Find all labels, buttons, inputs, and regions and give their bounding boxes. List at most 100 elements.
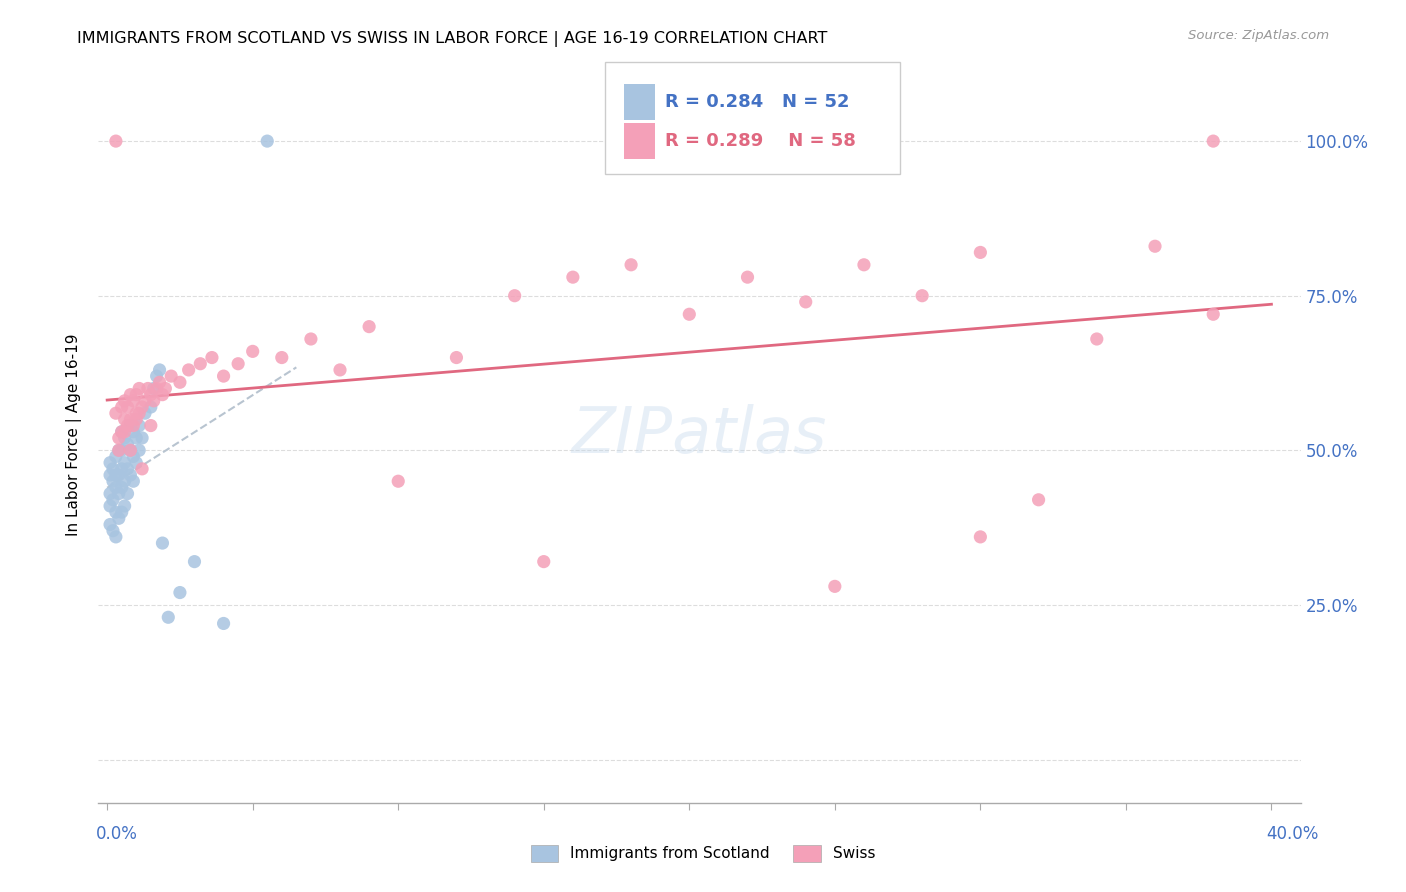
Point (1143, 239, 1166, 253)
Point (114, 474, 136, 488)
Point (969, 245, 991, 260)
Point (561, 270, 583, 285)
Point (111, 462, 134, 476)
Point (114, 499, 136, 513)
Point (969, 530, 991, 544)
Point (122, 450, 145, 464)
Point (104, 480, 127, 494)
Point (911, 289, 934, 303)
Point (114, 393, 136, 408)
Point (107, 486, 129, 500)
Point (111, 480, 134, 494)
Text: 0.0%: 0.0% (96, 825, 138, 843)
Point (107, 468, 129, 483)
Point (120, 468, 142, 483)
Point (111, 505, 134, 519)
Text: Source: ZipAtlas.com: Source: ZipAtlas.com (1188, 29, 1329, 42)
Point (169, 376, 191, 390)
Point (201, 351, 224, 365)
Point (145, 382, 167, 396)
Point (125, 406, 148, 420)
Point (114, 412, 136, 426)
Point (299, 332, 322, 346)
Point (125, 431, 148, 445)
Point (114, 456, 136, 470)
Point (503, 289, 526, 303)
Point (104, 505, 127, 519)
Point (134, 406, 156, 420)
Point (136, 382, 159, 396)
Point (114, 431, 136, 445)
Point (155, 382, 177, 396)
Point (446, 351, 468, 365)
Point (148, 376, 170, 390)
Point (111, 425, 134, 439)
Point (145, 369, 167, 384)
Point (533, 555, 555, 569)
Point (157, 610, 180, 624)
Point (107, 443, 129, 458)
Point (128, 382, 150, 396)
Y-axis label: In Labor Force | Age 16-19: In Labor Force | Age 16-19 (66, 334, 83, 536)
Point (256, 134, 278, 148)
Point (242, 344, 264, 359)
Point (794, 294, 817, 309)
Point (1028, 492, 1050, 507)
Point (169, 585, 191, 599)
Point (120, 418, 142, 433)
Point (122, 393, 145, 408)
Point (139, 400, 162, 414)
Point (122, 474, 145, 488)
Point (98, 456, 121, 470)
Point (107, 431, 129, 445)
Point (620, 258, 643, 272)
Point (212, 616, 235, 631)
Point (98, 468, 121, 483)
Point (101, 524, 124, 538)
Legend: Immigrants from Scotland, Swiss: Immigrants from Scotland, Swiss (524, 838, 882, 868)
Point (329, 363, 352, 377)
Point (101, 474, 124, 488)
Point (120, 443, 142, 458)
Point (117, 462, 139, 476)
Point (128, 406, 150, 420)
Text: R = 0.289    N = 58: R = 0.289 N = 58 (665, 132, 856, 150)
Point (183, 555, 205, 569)
Point (737, 270, 759, 285)
Point (98, 499, 121, 513)
Point (125, 387, 148, 401)
Text: IMMIGRANTS FROM SCOTLAND VS SWISS IN LABOR FORCE | AGE 16-19 CORRELATION CHART: IMMIGRANTS FROM SCOTLAND VS SWISS IN LAB… (77, 31, 828, 47)
Point (139, 418, 162, 433)
Point (107, 511, 129, 525)
Point (117, 437, 139, 451)
Point (117, 400, 139, 414)
Point (98, 486, 121, 500)
Point (98, 517, 121, 532)
Point (122, 418, 145, 433)
Point (117, 418, 139, 433)
Point (122, 425, 145, 439)
Point (120, 387, 142, 401)
Point (148, 363, 170, 377)
Point (824, 579, 846, 593)
Point (1202, 134, 1225, 148)
Point (134, 393, 156, 408)
Point (104, 406, 127, 420)
Point (212, 369, 235, 384)
Point (152, 387, 174, 401)
Point (125, 456, 148, 470)
Point (270, 351, 292, 365)
Point (1202, 307, 1225, 321)
Point (104, 468, 127, 483)
Text: 40.0%: 40.0% (1267, 825, 1319, 843)
Point (104, 134, 127, 148)
Point (131, 431, 153, 445)
Point (131, 400, 153, 414)
Point (101, 462, 124, 476)
Point (104, 450, 127, 464)
Point (142, 393, 165, 408)
Point (177, 363, 200, 377)
Point (226, 357, 249, 371)
Point (104, 530, 127, 544)
Text: ZIPatlas: ZIPatlas (572, 404, 827, 466)
